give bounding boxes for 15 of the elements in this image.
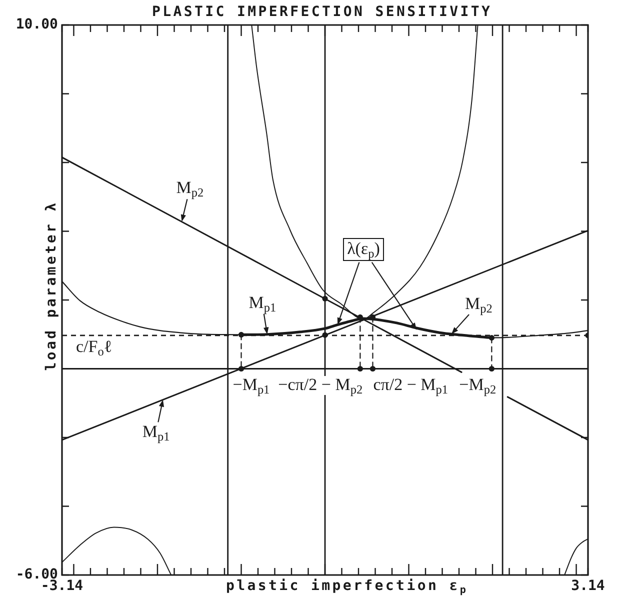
ref-line-label: c/F$_{o}$ℓ [76, 337, 112, 360]
annotation: −cπ/2 − M$_{p2}$ [278, 375, 363, 397]
annotation: −M$_{p1}$ [232, 375, 270, 397]
chart-title: PLASTIC IMPERFECTION SENSITIVITY [152, 4, 492, 20]
annotation: −M$_{p2}$ [459, 375, 496, 397]
x-axis-title: plastic imperfection ε$_{p}$ [226, 578, 468, 596]
annotation: cπ/2 − M$_{p1}$ [373, 375, 448, 397]
annotation: M$_{p2}$ [176, 178, 204, 200]
annotation: M$_{p2}$ [464, 294, 492, 316]
y-axis-title: load parameter λ [43, 200, 60, 370]
annotation: M$_{p1}$ [142, 422, 170, 444]
y-tick-label: 10.00 [16, 16, 58, 33]
annotation: λ(ε$_{p}$) [343, 238, 384, 261]
x-tick-label: 3.14 [571, 578, 605, 594]
annotation: M$_{p1}$ [248, 292, 276, 315]
